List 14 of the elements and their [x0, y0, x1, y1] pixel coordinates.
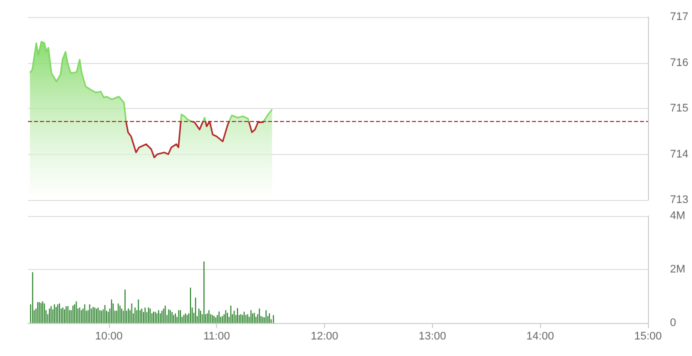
x-tick-label: 13:00: [418, 330, 446, 342]
y-tick-label: 4M: [670, 210, 686, 222]
x-tick-label: 10:00: [95, 330, 123, 342]
y-tick-label: 717: [670, 11, 688, 23]
y-tick-label: 713: [670, 194, 688, 206]
x-tick-label: 15:00: [634, 330, 662, 342]
y-tick-label: 716: [670, 56, 688, 69]
y-tick-label: 2M: [670, 264, 686, 276]
x-tick-label: 14:00: [526, 330, 554, 342]
x-tick-label: 11:00: [203, 330, 230, 342]
x-tick-label: 12:00: [310, 330, 338, 342]
y-tick-label: 715: [670, 102, 688, 114]
y-tick-label: 714: [670, 148, 688, 160]
y-tick-label: 0: [670, 317, 676, 329]
